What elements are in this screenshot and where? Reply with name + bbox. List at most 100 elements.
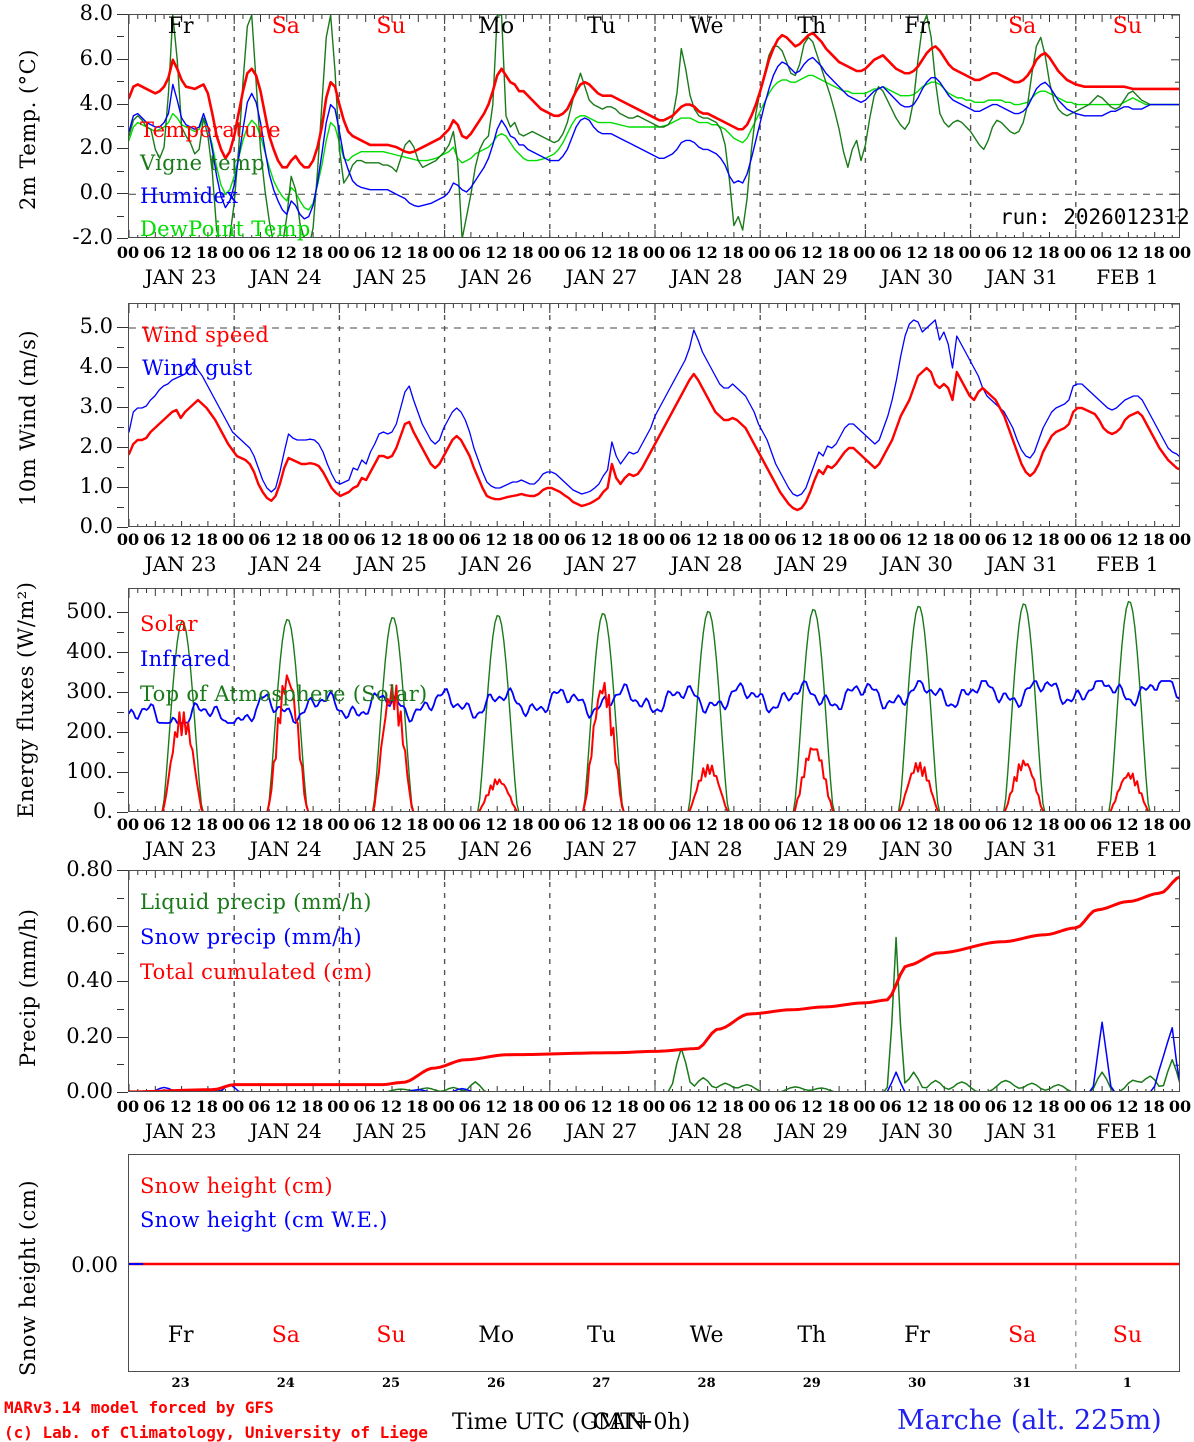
wind-y-minor-2 (117, 427, 124, 428)
hour-tick-9-12: 12 (1116, 815, 1139, 834)
hour-tick-8-00: 00 (958, 815, 981, 834)
snow-y-tick-0: 0.00 (71, 1253, 118, 1277)
hour-tick-1-12: 12 (274, 530, 297, 549)
day-label-2: JAN 25 (355, 265, 427, 289)
day-label-2: JAN 25 (355, 837, 427, 861)
hour-tick-9-18: 18 (1142, 815, 1165, 834)
hour-tick-0-00: 00 (116, 243, 140, 262)
hour-tick-1-06: 06 (248, 530, 271, 549)
hour-tick-8-18: 18 (1037, 243, 1060, 262)
precip-y-tickmark-0 (117, 870, 128, 871)
hour-tick-7-06: 06 (879, 243, 902, 262)
hour-tick-3-12: 12 (485, 1097, 508, 1116)
hour-tick-8-06: 06 (984, 243, 1008, 262)
flux-y-tickmark-5 (117, 812, 128, 813)
hour-tick-8-00: 00 (958, 1097, 981, 1116)
temp-y-tick-4: 0.0 (79, 180, 113, 205)
day-label-3: JAN 26 (460, 265, 533, 289)
hour-tick-3-12: 12 (485, 530, 508, 549)
hour-tick-2-06: 06 (353, 815, 376, 834)
temp-y-tickmark-0 (117, 14, 128, 15)
date-number-7: 30 (907, 1376, 927, 1391)
flux-y-tick-5: 0. (92, 799, 113, 823)
wind-y-minor-4 (117, 507, 124, 508)
date-number-4: 27 (592, 1376, 611, 1391)
flux-y-tickmark-2 (117, 692, 128, 693)
day-label-4: JAN 27 (565, 265, 638, 289)
day-label-1: JAN 24 (249, 265, 322, 289)
hour-tick-5-06: 06 (669, 530, 692, 549)
hour-tick-4-06: 06 (563, 815, 587, 834)
hour-tick-6-18: 18 (826, 815, 850, 834)
weekday-8-sa: Sa (1008, 1323, 1037, 1348)
hour-tick-9-06: 06 (1089, 815, 1113, 834)
hour-tick-8-12: 12 (1011, 1097, 1034, 1116)
precip-y-tick-4: 0.00 (66, 1079, 113, 1103)
day-label-4: JAN 27 (565, 552, 638, 576)
date-number-9: 1 (1122, 1376, 1132, 1391)
weekday-9-su: Su (1112, 1323, 1143, 1348)
temp-y-tickmark-5 (117, 238, 128, 239)
weekday-5-we: We (689, 1323, 724, 1348)
hour-tick-7-18: 18 (932, 243, 955, 262)
footer-model-line: MARv3.14 model forced by GFS (4, 1398, 274, 1417)
flux-y-minor-3 (117, 752, 124, 753)
hour-tick-6-12: 12 (800, 530, 823, 549)
hour-tick-4-12: 12 (590, 243, 613, 262)
panel-wind: 10m Wind (m/s) 5.0 4.0 3.0 2.0 1.0 0.0 Wind s… (0, 285, 1194, 576)
hour-tick-6-18: 18 (826, 243, 850, 262)
hour-tick-1-12: 12 (274, 1097, 297, 1116)
hour-tick-7-00: 00 (853, 243, 876, 262)
hour-tick-2-00: 00 (327, 815, 350, 834)
hour-tick-9-00: 00 (1063, 530, 1086, 549)
hour-tick-4-18: 18 (616, 815, 639, 834)
precip-y-tickmark-3 (117, 1036, 128, 1038)
day-label-6: JAN 29 (775, 265, 848, 289)
hour-tick-3-06: 06 (458, 243, 482, 262)
wind-y-tickmark-3 (117, 447, 128, 448)
precip-y-tick-0: 0.80 (66, 857, 113, 881)
hour-tick-4-18: 18 (616, 243, 639, 262)
hour-tick-0-18: 18 (195, 530, 219, 549)
panel-energy-fluxes: Energy fluxes (W/m²) 500. 400. 300. 200. 100… (0, 570, 1194, 861)
day-label-0: JAN 23 (144, 265, 217, 289)
hour-tick-7-00: 00 (853, 815, 876, 834)
temp-y-tick-1: 6.0 (79, 45, 113, 70)
wind-y-minor-0 (117, 347, 124, 348)
hour-tick-0-18: 18 (195, 815, 219, 834)
x-axis-title: Time UTC (GMT+0h) (452, 1410, 691, 1435)
precip-y-minor-2 (117, 1008, 124, 1010)
hour-tick-3-06: 06 (458, 530, 482, 549)
hour-tick-6-18: 18 (826, 530, 850, 549)
day-label-9: FEB 1 (1096, 1119, 1159, 1143)
wind-y-tickmark-2 (117, 407, 128, 408)
day-label-8: JAN 31 (986, 552, 1059, 576)
hour-tick-4-12: 12 (590, 530, 613, 549)
day-label-6: JAN 29 (775, 552, 848, 576)
weekday-0-fr: Fr (167, 14, 194, 39)
date-number-5: 28 (697, 1376, 716, 1391)
weekday-4-tu: Tu (586, 14, 616, 39)
hour-tick-1-12: 12 (274, 815, 297, 834)
hour-tick-2-00: 00 (327, 243, 350, 262)
hour-tick-7-06: 06 (879, 530, 902, 549)
day-label-8: JAN 31 (986, 265, 1059, 289)
hour-tick-1-18: 18 (300, 530, 324, 549)
hour-tick-2-18: 18 (406, 530, 429, 549)
hour-tick-0-12: 12 (169, 243, 192, 262)
flux-legend-item-1: Infrared (140, 647, 231, 671)
hour-tick-9-12: 12 (1116, 1097, 1139, 1116)
hour-tick-0-06: 06 (143, 243, 166, 262)
weekday-5-we: We (689, 14, 724, 39)
flux-y-tickmark-3 (117, 732, 128, 733)
precip-y-tick-1: 0.60 (66, 912, 113, 937)
day-label-6: JAN 29 (775, 837, 848, 861)
temp-y-tickmark-1 (117, 58, 128, 60)
hour-tick-2-00: 00 (327, 1097, 350, 1116)
day-label-7: JAN 30 (881, 837, 953, 861)
date-number-0: 23 (171, 1376, 190, 1391)
hour-tick-0-12: 12 (169, 1097, 192, 1116)
hour-tick-5-18: 18 (721, 243, 745, 262)
flux-y-tickmark-1 (117, 652, 128, 653)
weekday-2-su: Su (376, 14, 406, 39)
